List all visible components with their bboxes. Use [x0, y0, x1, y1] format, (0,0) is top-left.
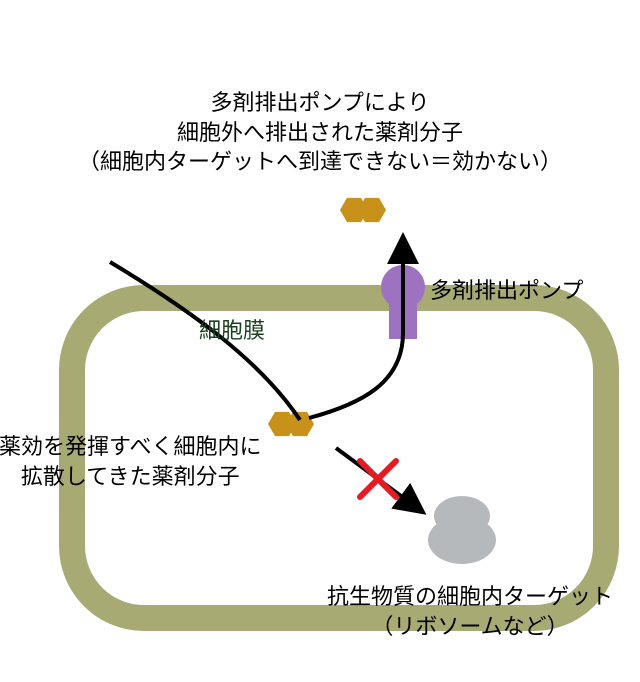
ribosome-shape: [428, 496, 496, 564]
target-label: 抗生物質の細胞内ターゲット （リボソームなど）: [327, 582, 613, 641]
drug-molecule-outside: [340, 198, 386, 222]
pump-label: 多剤排出ポンプ: [430, 276, 583, 306]
diagram-canvas: 多剤排出ポンプにより 細胞外へ排出された薬剤分子 （細胞内ターゲットへ到達できな…: [0, 0, 640, 682]
efflux-arrow: [309, 240, 403, 418]
blocked-cross-icon: [360, 461, 396, 497]
entering-drug-label: 薬効を発揮すべく細胞内に 拡散してきた薬剤分子: [0, 432, 261, 491]
membrane-label: 細胞膜: [199, 316, 265, 346]
drug-molecule-inside: [268, 412, 314, 436]
expelled-drug-label: 多剤排出ポンプにより 細胞外へ排出された薬剤分子 （細胞内ターゲットへ到達できな…: [78, 88, 562, 177]
